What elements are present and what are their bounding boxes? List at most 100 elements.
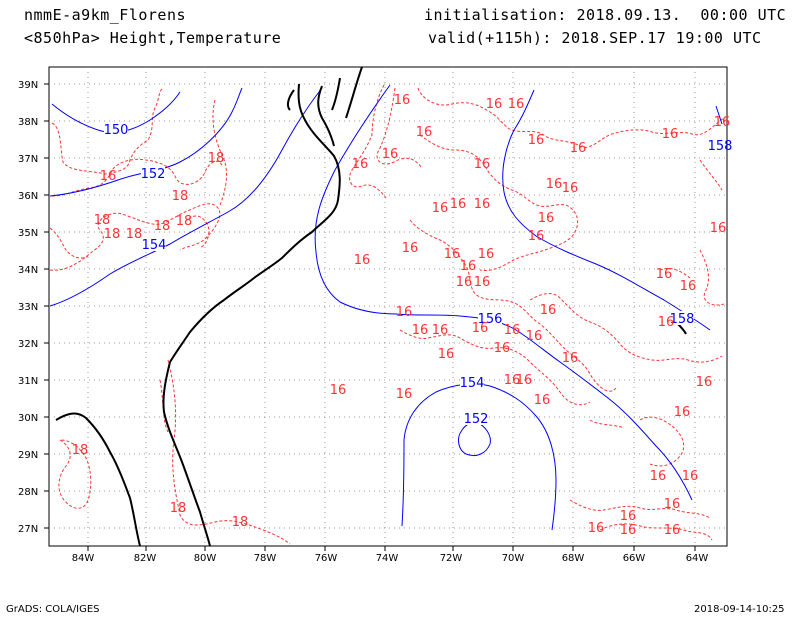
temperature-label: 16 <box>526 329 543 344</box>
temperature-label: 16 <box>438 347 455 362</box>
temperature-label: 16 <box>474 275 491 290</box>
temperature-contour <box>417 87 725 148</box>
temperature-contour <box>419 134 579 271</box>
temperature-label: 16 <box>680 279 697 294</box>
coastline <box>55 412 141 547</box>
field-title: <850hPa> Height,Temperature <box>24 29 282 47</box>
lat-label: 35N <box>18 228 38 239</box>
lon-label: 66W <box>623 553 646 564</box>
temperature-label: 16 <box>460 259 477 274</box>
temperature-contour <box>51 87 164 175</box>
footer-credit: GrADS: COLA/IGES <box>6 604 100 615</box>
lat-label: 33N <box>18 302 38 313</box>
temperature-label: 16 <box>444 247 461 262</box>
init-time: initialisation: 2018.09.13. 00:00 UTC <box>424 6 787 24</box>
temperature-labels: 16 16 16 16 18 18 18 18 18 18 18 16 16 1… <box>72 93 731 530</box>
temperature-label: 16 <box>710 221 727 236</box>
temperature-labels-extra: 16 16 16 16 <box>588 469 699 538</box>
temperature-label: 16 <box>402 241 419 256</box>
temperature-label: 16 <box>504 373 521 388</box>
temperature-label: 16 <box>562 351 579 366</box>
height-contour <box>715 105 723 125</box>
temperature-contour <box>212 99 227 206</box>
temperature-label: 16 <box>474 157 491 172</box>
height-label: 156 <box>478 312 503 327</box>
lon-label: 64W <box>686 553 709 564</box>
temperature-label: 16 <box>508 97 525 112</box>
height-label: 154 <box>460 376 485 391</box>
temperature-label: 16 <box>456 275 473 290</box>
lon-label: 82W <box>134 553 157 564</box>
temperature-label: 16 <box>540 303 557 318</box>
coastline <box>345 66 363 119</box>
temperature-label: 16 <box>450 197 467 212</box>
temperature-label: 16 <box>682 469 699 484</box>
temperature-label: 18 <box>172 189 189 204</box>
lat-label: 29N <box>18 450 38 461</box>
lon-label: 74W <box>376 553 399 564</box>
model-title: nmmE-a9km_Florens <box>24 6 187 24</box>
temperature-contours <box>49 84 725 545</box>
temperature-label: 16 <box>516 373 533 388</box>
temperature-label: 16 <box>354 253 371 268</box>
temperature-contour <box>699 249 725 306</box>
temperature-label: 18 <box>104 227 121 242</box>
axis-ticks <box>44 83 696 551</box>
temperature-label: 18 <box>176 214 193 229</box>
map-frame <box>48 66 728 547</box>
height-contour <box>314 84 693 501</box>
height-label: 152 <box>464 412 489 427</box>
temperature-label: 18 <box>232 515 249 530</box>
height-labels: 150 152 154 156 154 152 158 158 <box>104 122 733 427</box>
height-label: 154 <box>142 238 167 253</box>
temperature-label: 16 <box>674 405 691 420</box>
coastline <box>286 89 295 111</box>
temperature-contour <box>399 329 591 406</box>
temperature-label: 16 <box>486 97 503 112</box>
temperature-contour <box>659 267 691 279</box>
temperature-label: 16 <box>382 147 399 162</box>
coastline <box>162 83 341 547</box>
temperature-label: 18 <box>170 501 187 516</box>
temperature-contour <box>376 87 423 169</box>
temperature-label: 16 <box>650 469 667 484</box>
lat-label: 31N <box>18 376 38 387</box>
temperature-label: 16 <box>528 133 545 148</box>
lon-label: 84W <box>72 553 95 564</box>
temperature-contour <box>159 379 169 433</box>
temperature-contour <box>184 215 210 249</box>
height-label: 158 <box>708 139 733 154</box>
coastline <box>317 85 335 147</box>
temperature-label: 16 <box>396 305 413 320</box>
temperature-label: 16 <box>330 383 347 398</box>
temperature-label: 16 <box>352 157 369 172</box>
temperature-label: 16 <box>696 375 713 390</box>
temperature-label: 18 <box>94 213 111 228</box>
temperature-label: 16 <box>664 523 681 538</box>
temperature-label: 16 <box>656 267 673 282</box>
temperature-label: 16 <box>472 321 489 336</box>
temperature-contour <box>529 293 723 363</box>
lon-label: 68W <box>562 553 585 564</box>
temperature-label: 18 <box>72 443 89 458</box>
temperature-contour <box>349 84 387 199</box>
height-label: 152 <box>141 167 166 182</box>
temperature-label: 18 <box>208 151 225 166</box>
temperature-label: 16 <box>432 323 449 338</box>
lat-label: 34N <box>18 265 38 276</box>
valid-time: valid(+115h): 2018.SEP.17 19:00 UTC <box>428 29 762 47</box>
lat-label: 37N <box>18 154 38 165</box>
lon-label: 80W <box>194 553 217 564</box>
temperature-label: 16 <box>528 229 545 244</box>
temperature-contour <box>49 203 221 271</box>
height-contour <box>401 383 557 531</box>
temperature-label: 16 <box>658 315 675 330</box>
temperature-label: 16 <box>620 523 637 538</box>
temperature-contour <box>51 158 223 197</box>
temperature-contour <box>599 523 713 541</box>
temperature-label: 16 <box>538 211 555 226</box>
temperature-contour <box>167 359 291 545</box>
footer-timestamp: 2018-09-14-10:25 <box>694 604 785 615</box>
lon-label: 72W <box>440 553 463 564</box>
